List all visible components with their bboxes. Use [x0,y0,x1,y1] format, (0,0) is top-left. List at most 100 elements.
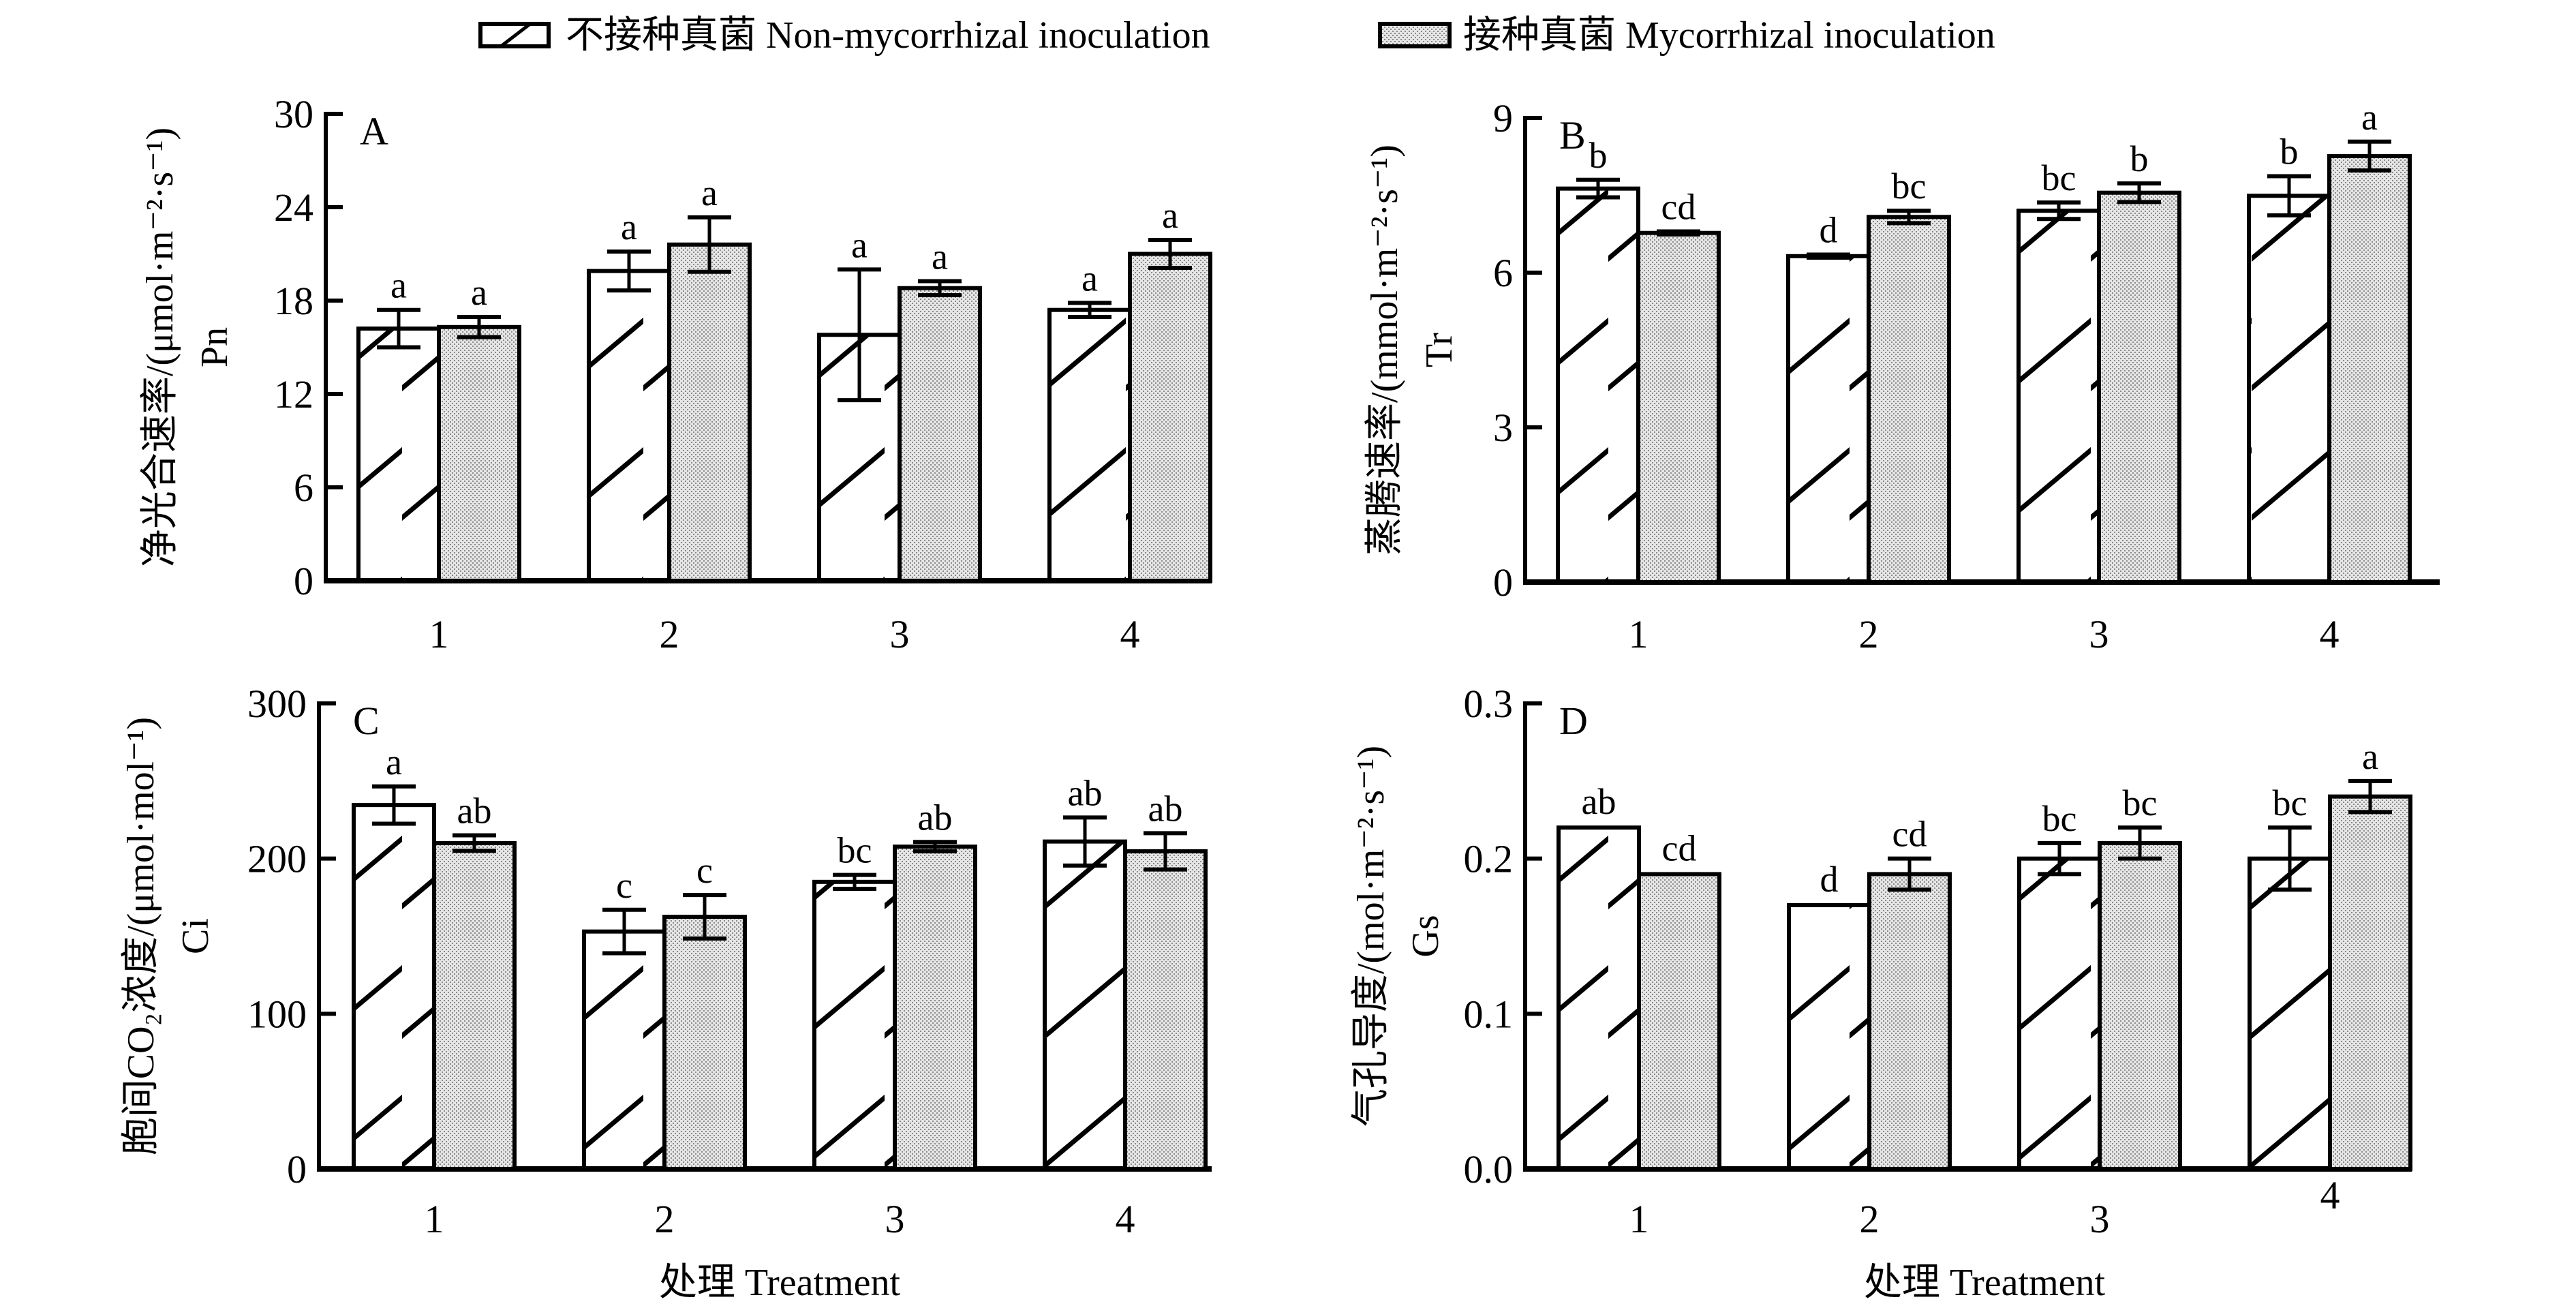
x-tick-label: 1 [1629,1197,1649,1241]
significance-letter: b [2280,132,2299,172]
y-axis-variable: Ci [174,918,217,954]
significance-letter: a [2362,736,2378,777]
significance-letter: ab [457,791,492,832]
x-axis-title: 处理 Treatment [1864,1262,2106,1304]
significance-letter: d [1820,859,1839,900]
bar-non-mycorrhizal [582,929,666,1172]
error-bar [838,267,881,403]
bar-group-2: 2 c c [582,850,747,1241]
bar-group-1: 1 b cd [1556,135,1721,656]
bar-group-2: 2 d cd [1787,814,1952,1241]
bar-mycorrhizal [432,840,517,1172]
y-axis-variable: Pn [194,327,236,367]
error-bar [1148,237,1192,271]
bar-group-3: 3 bc bc [2017,782,2182,1241]
bar-group-1: 1 a ab [352,742,517,1241]
error-bar [1576,177,1620,200]
legend-label-non-mycorrhizal: 不接种真菌 Non-mycorrhizal inoculation [566,14,1210,57]
error-bar [918,279,962,298]
error-bar [453,833,496,853]
significance-letter: a [932,236,948,277]
bar-mycorrhizal [2328,794,2412,1171]
significance-letter: a [1162,195,1178,236]
y-tick-label: 6 [1493,251,1513,295]
error-bar [2118,825,2162,861]
legend-label-mycorrhizal: 接种真菌 Mycorrhizal inoculation [1463,14,1995,57]
y-tick-label: 0 [294,559,313,603]
significance-letter: a [390,265,407,306]
legend: 不接种真菌 Non-mycorrhizal inoculation 接种真菌 M… [478,14,1995,57]
bar-non-mycorrhizal [1786,254,1871,584]
significance-letter: a [621,207,637,247]
y-tick-label: 300 [247,682,307,726]
error-bar [377,307,420,350]
bar-mycorrhizal [1636,230,1721,584]
y-tick-label: 0 [287,1147,307,1191]
x-tick-label: 4 [1120,612,1140,656]
y-tick-label: 12 [274,372,313,416]
bar-mycorrhizal [662,915,747,1171]
y-tick-label: 9 [1493,96,1513,140]
bar-mycorrhizal [2098,840,2182,1172]
error-bar [2267,174,2311,218]
y-tick-label: 0 [1493,560,1513,605]
significance-letter: cd [1661,186,1696,227]
bar-group-4: 4 a a [1047,195,1212,656]
bar-mycorrhizal [898,286,982,583]
error-bar [607,249,651,293]
bar-group-1: 1 ab cd [1557,781,1721,1241]
bar-group-3: 3 bc b [2017,138,2181,656]
error-bar [688,215,731,274]
y-tick-label: 0.3 [1464,682,1514,726]
error-bar [1807,252,1850,260]
y-tick-label: 0.0 [1464,1147,1514,1191]
error-bar [2037,200,2081,222]
legend-item-mycorrhizal: 接种真菌 Mycorrhizal inoculation [1378,14,1995,57]
bar-non-mycorrhizal [2017,209,2101,584]
error-bar [457,314,501,339]
bar-non-mycorrhizal [2247,194,2331,584]
bar-group-4: 4 bc a [2248,736,2412,1217]
x-tick-label: 3 [890,612,910,656]
significance-letter: bc [838,830,872,871]
significance-letter: a [851,224,868,265]
bar-non-mycorrhizal [2248,856,2332,1171]
significance-letter: ab [918,797,953,838]
y-axis-title: 净光合速率/(μmol·m⁻²·s⁻¹) [139,127,181,567]
x-tick-label: 2 [655,1197,675,1241]
x-tick-label: 4 [2320,1173,2340,1217]
bar-group-4: 4 b a [2247,97,2412,656]
bar-non-mycorrhizal [352,803,436,1172]
legend-hatch-line [500,22,532,48]
bar-group-4: 4 ab ab [1043,772,1208,1241]
bar-mycorrhizal [2327,153,2412,584]
legend-item-non-mycorrhizal: 不接种真菌 Non-mycorrhizal inoculation [478,14,1210,57]
error-bar [602,907,646,956]
x-tick-label: 3 [885,1197,905,1241]
error-bar [2038,840,2081,877]
significance-letter: b [2130,138,2149,179]
x-tick-label: 2 [660,612,679,656]
y-tick-label: 0.1 [1464,992,1514,1036]
panel-letter: B [1559,113,1586,157]
significance-letter: bc [2042,798,2077,839]
significance-letter: c [616,865,632,906]
x-axis-title: 处理 Treatment [659,1262,901,1304]
bar-mycorrhizal [2097,190,2181,584]
y-tick-label: 200 [247,837,307,881]
x-tick-label: 4 [1116,1197,1135,1241]
significance-letter: a [1082,258,1098,299]
bar-non-mycorrhizal [1043,839,1127,1171]
legend-swatch-dots [1378,22,1452,48]
error-bar [372,784,416,826]
x-tick-label: 3 [2090,1197,2110,1241]
panel-b: 0 3 6 9 B 蒸腾速率/(mmol·m⁻²·s⁻¹) Tr 1 b cd 2 d bc 3 bc b 4 b… [1364,96,2440,656]
error-bar [833,872,876,892]
bar-mycorrhizal [893,845,977,1172]
x-tick-label: 1 [425,1197,444,1241]
significance-letter: bc [2123,782,2158,823]
error-bar [2268,825,2312,892]
significance-letter: b [1589,135,1608,176]
y-tick-label: 18 [274,279,313,323]
